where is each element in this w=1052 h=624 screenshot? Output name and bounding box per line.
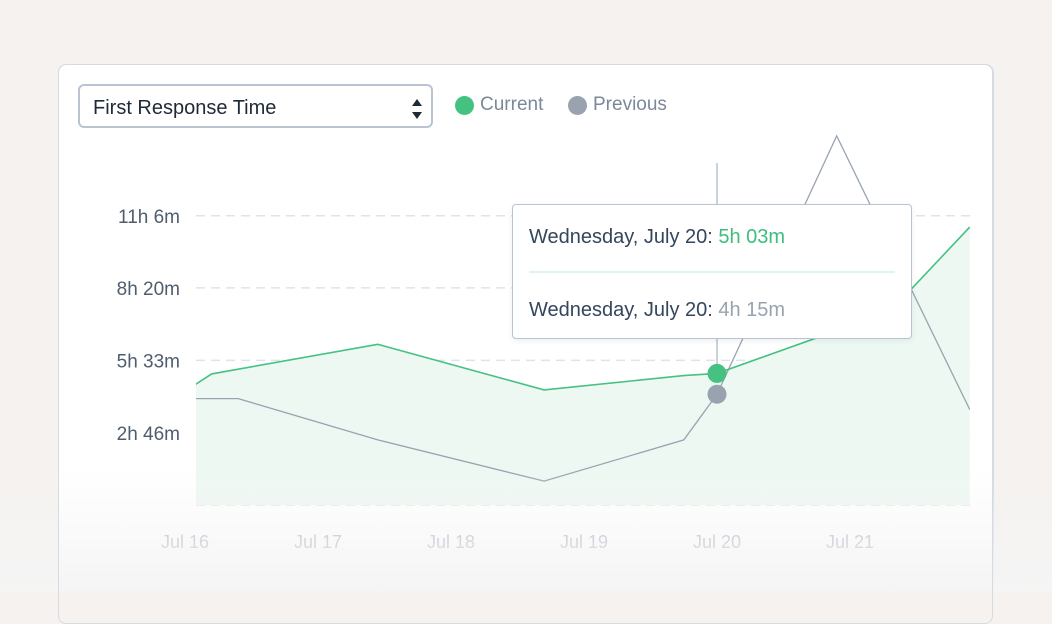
legend-item-current[interactable]: Current [455,94,543,116]
bottom-fade [0,470,1052,592]
metric-select[interactable]: First Response Time [78,84,433,128]
legend-previous-label: Previous [593,94,667,115]
tooltip-previous-row: Wednesday, July 20: 4h 15m [529,299,785,322]
hover-point-current [707,363,727,383]
tooltip-previous-label: Wednesday, July 20: [529,299,719,321]
legend-item-previous[interactable]: Previous [568,94,667,116]
metric-select-label: First Response Time [93,97,277,119]
y-tick-label: 11h 6m [118,207,180,228]
y-tick-label: 5h 33m [117,351,180,372]
legend-previous-dot [568,95,587,115]
tooltip-divider [529,271,895,273]
y-tick-label: 8h 20m [117,279,180,300]
tooltip-current-label: Wednesday, July 20: [529,226,719,248]
y-tick-label: 2h 46m [117,424,180,445]
tooltip-current-row: Wednesday, July 20: 5h 03m [529,226,785,249]
legend-current-dot [455,95,474,115]
legend-current-label: Current [480,94,544,115]
hover-point-previous [707,384,727,404]
tooltip-current-value: 5h 03m [718,226,786,248]
tooltip-previous-value: 4h 15m [718,299,786,321]
series-line-previous [196,134,970,482]
hover-tooltip: Wednesday, July 20: 5h 03m Wednesday, Ju… [512,204,912,339]
controls-layer: First Response Time Current Previous [58,64,993,624]
select-arrows-icon [412,99,422,119]
series-area-current [196,227,970,505]
